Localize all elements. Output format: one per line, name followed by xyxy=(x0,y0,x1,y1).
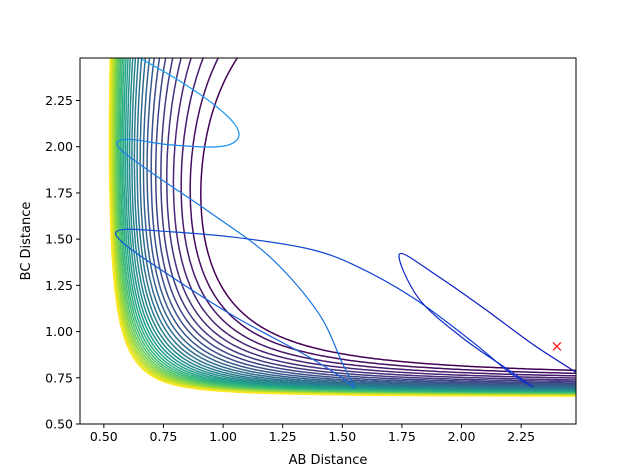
trajectory-segment xyxy=(437,275,486,310)
contour-lines xyxy=(108,58,576,397)
trajectory-segment xyxy=(210,101,236,125)
start-marker-x xyxy=(552,341,562,351)
trajectory-segment xyxy=(270,257,319,314)
trajectory-path xyxy=(114,58,576,389)
trajectory-segment xyxy=(234,124,240,140)
x-tick-label: 0.50 xyxy=(90,429,118,444)
contour-line-0 xyxy=(200,58,576,372)
contour-line-5 xyxy=(160,58,576,383)
trajectory-segment xyxy=(508,369,534,388)
y-tick-label: 0.75 xyxy=(45,370,73,385)
contour-line-1 xyxy=(189,58,576,375)
y-tick-label: 1.25 xyxy=(45,278,73,293)
trajectory-segment xyxy=(413,297,474,344)
trajectory-segment xyxy=(116,138,128,148)
contour-line-9 xyxy=(142,58,576,388)
x-tick-label: 1.00 xyxy=(209,429,237,444)
trajectory-segment xyxy=(218,138,238,148)
trajectory-segment xyxy=(122,242,171,277)
trajectory-segment xyxy=(139,58,176,79)
y-tick-label: 2.00 xyxy=(45,139,73,154)
trajectory-segment xyxy=(117,146,152,174)
y-tick-label: 1.00 xyxy=(45,324,73,339)
contour-line-29 xyxy=(108,58,576,397)
trajectory-segment xyxy=(485,308,534,346)
trajectory-segment xyxy=(398,253,420,299)
trajectory-segment xyxy=(353,264,415,299)
y-tick-label: 2.25 xyxy=(45,93,73,108)
x-axis-label: AB Distance xyxy=(289,453,368,468)
contour-line-11 xyxy=(136,58,576,389)
trajectory-segment xyxy=(120,228,171,233)
y-axis: 0.50 0.75 1.00 1.25 1.50 1.75 2.00 2.25 xyxy=(45,93,80,432)
x-tick-label: 1.50 xyxy=(328,429,356,444)
contour-line-4 xyxy=(166,58,576,381)
trajectory-segment xyxy=(114,229,124,244)
y-tick-label: 1.50 xyxy=(45,232,73,247)
start-marker xyxy=(552,341,562,351)
contour-line-12 xyxy=(133,58,576,390)
y-tick-label: 1.75 xyxy=(45,185,73,200)
contour-line-3 xyxy=(172,58,576,379)
trajectory-segment xyxy=(341,377,355,389)
trajectory-segment xyxy=(210,212,272,259)
trajectory-segment xyxy=(317,312,343,364)
x-axis: 0.50 0.75 1.00 1.25 1.50 1.75 2.00 2.25 xyxy=(90,424,535,444)
x-tick-label: 2.00 xyxy=(448,429,476,444)
trajectory-segment xyxy=(234,316,307,357)
trajectory-segment xyxy=(127,138,171,146)
trajectory-segment xyxy=(306,247,355,266)
trajectory-segment xyxy=(170,231,236,238)
x-tick-label: 0.75 xyxy=(150,429,178,444)
contour-line-7 xyxy=(150,58,576,386)
trajectory-segment xyxy=(532,344,576,373)
x-tick-label: 2.25 xyxy=(507,429,535,444)
trajectory-segment xyxy=(170,275,236,318)
trajectory-segment xyxy=(418,297,462,338)
y-tick-label: 0.50 xyxy=(45,417,73,432)
trajectory-segment xyxy=(341,362,355,388)
trajectory-segment xyxy=(170,144,219,148)
trajectory-segment xyxy=(461,336,510,371)
trajectory-segment xyxy=(234,236,307,249)
x-tick-label: 1.75 xyxy=(388,429,416,444)
trajectory-segment xyxy=(399,252,439,277)
trajectory-segment xyxy=(175,77,212,103)
trajectory-segment xyxy=(306,355,343,379)
contour-line-10 xyxy=(139,58,576,389)
plot-frame xyxy=(79,57,577,425)
contour-line-8 xyxy=(146,58,576,387)
y-axis-label: BC Distance xyxy=(19,202,34,281)
x-tick-label: 1.25 xyxy=(269,429,297,444)
trajectory-segment xyxy=(151,172,212,214)
